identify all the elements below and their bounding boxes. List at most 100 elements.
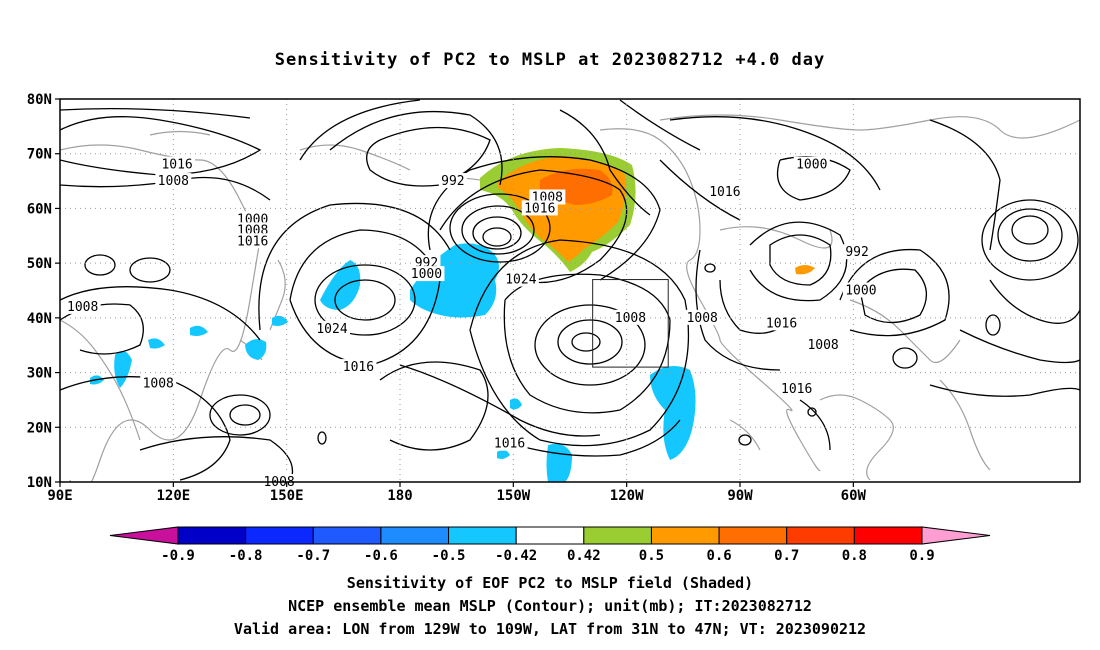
contour-label-bg: [612, 309, 649, 325]
contour-label: 1008: [807, 338, 838, 353]
contour-label-bg: [340, 359, 377, 375]
contour-label-bg: [234, 233, 271, 249]
contour-label-bg: [408, 266, 445, 282]
shaded-negative-region: [410, 243, 499, 318]
contour-label-bg: [491, 435, 528, 451]
contour-label: 1000: [845, 284, 876, 299]
map-title: Sensitivity of PC2 to MSLP at 2023082712…: [274, 50, 826, 70]
contour-label-bg: [843, 244, 872, 260]
shaded-negative-small-7: [510, 398, 522, 410]
shaded-negative-small-2: [650, 366, 696, 460]
colorbar-label: -0.9: [161, 548, 195, 564]
colorbar-swatch: [312, 526, 382, 545]
colorbar-label: 0.42: [567, 548, 601, 564]
lat-tick-label: 30N: [27, 366, 52, 382]
shaded-negative-small-10: [497, 449, 510, 459]
contour-label-bg: [763, 315, 800, 331]
lon-tick-label: 90W: [727, 488, 753, 504]
footer-line-1: Sensitivity of EOF PC2 to MSLP field (Sh…: [346, 574, 754, 592]
colorbar-swatch: [650, 526, 720, 545]
shaded-negative-small-11: [190, 325, 208, 336]
lon-tick-label: 150E: [270, 488, 304, 504]
lat-tick-label: 80N: [27, 92, 52, 108]
contour-label: 1008: [143, 377, 174, 392]
colorbar-label: -0.7: [296, 548, 330, 564]
lat-tick-label: 70N: [27, 147, 52, 163]
contour-label-bg: [842, 282, 879, 298]
colorbar-swatch: [583, 526, 652, 545]
colorbar-label: -0.5: [432, 548, 466, 564]
colorbar-label: 0.9: [909, 548, 934, 564]
colorbar-label: 0.6: [706, 548, 731, 564]
contour-label: 1000: [411, 267, 442, 282]
colorbar-label: 0.8: [842, 548, 867, 564]
colorbar-swatch: [718, 526, 788, 545]
lat-tick-label: 20N: [27, 420, 52, 436]
contour-label: 1016: [494, 437, 525, 452]
lon-tick-label: 180: [387, 488, 412, 504]
shaded-negative-small-5: [114, 351, 132, 388]
footer-line-3: Valid area: LON from 129W to 109W, LAT f…: [233, 620, 867, 638]
contour-label: 1016: [524, 201, 555, 216]
contour-label-bg: [684, 309, 721, 325]
contour-label: 1008: [615, 311, 646, 326]
colorbar-swatch: [853, 526, 923, 545]
lon-tick-label: 150W: [496, 488, 530, 504]
lat-tick-label: 10N: [27, 475, 52, 491]
contour-label: 1016: [709, 185, 740, 200]
colorbar-swatch: [515, 526, 585, 545]
valid-area-box: [592, 279, 669, 368]
colorbar-label: 0.7: [774, 548, 799, 564]
contour-label: 1016: [781, 382, 812, 397]
contour-label-bg: [64, 298, 101, 314]
colorbar-label: -0.6: [364, 548, 398, 564]
colorbar-label: -0.8: [229, 548, 263, 564]
contour-label: 1008: [67, 300, 98, 315]
lat-tick-label: 50N: [27, 256, 52, 272]
contour-label: 1016: [343, 360, 374, 375]
shaded-positive-small: [795, 265, 815, 275]
lat-tick-label: 40N: [27, 311, 52, 327]
contour-label: 1024: [505, 273, 536, 288]
shaded-negative-small-4: [245, 339, 267, 360]
contour-label-bg: [502, 271, 539, 287]
contour-label: 1016: [237, 234, 268, 249]
colorbar-swatch: [177, 526, 247, 545]
contour-label-bg: [793, 156, 830, 172]
contour-label: 1000: [796, 158, 827, 173]
contour-label-bg: [140, 375, 177, 391]
contour-label: 1008: [158, 174, 189, 189]
contour-label-bg: [314, 320, 350, 336]
contour-label-bg: [438, 173, 467, 189]
shaded-negative-small-3: [546, 443, 572, 482]
colorbar-label: -0.42: [495, 548, 537, 564]
lon-tick-label: 120E: [156, 488, 190, 504]
colorbar-swatch: [380, 526, 450, 545]
plot-frame: [59, 98, 1081, 483]
contour-label: 1024: [316, 322, 347, 337]
lon-tick-label: 90E: [47, 488, 72, 504]
colorbar: -0.9 -0.8 -0.7 -0.6 -0.5 -0.42 0.42 0.5 0.6 0.7 0.…: [109, 526, 991, 564]
contour-label: 1008: [687, 311, 718, 326]
colorbar-end-low: [109, 526, 179, 545]
contour-label: 1016: [766, 316, 797, 331]
contour-label-bg: [155, 173, 192, 189]
contour-label-bg: [805, 337, 842, 353]
contour-label: 992: [845, 245, 868, 260]
gridlines: [60, 99, 1080, 482]
shaded-negative-small-6: [148, 338, 165, 349]
lon-tick-label: 60W: [841, 488, 867, 504]
colorbar-end-high: [921, 526, 991, 545]
contour-label-bg: [706, 184, 743, 200]
footer-line-2: NCEP ensemble mean MSLP (Contour); unit(…: [288, 597, 812, 615]
colorbar-swatch: [448, 526, 517, 545]
contour-label-bg: [159, 156, 196, 172]
contour-label: 992: [441, 174, 464, 189]
contour-label-bg: [521, 200, 558, 216]
contour-label: 1016: [161, 158, 192, 173]
colorbar-swatch: [786, 526, 855, 545]
colorbar-swatch: [245, 526, 314, 545]
